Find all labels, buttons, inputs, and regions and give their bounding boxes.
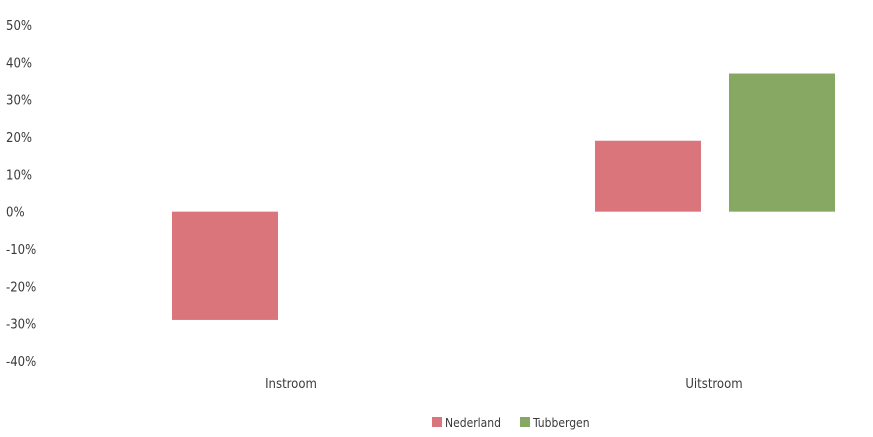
- y-tick-label: -20%: [6, 280, 36, 295]
- y-tick-label: 40%: [6, 56, 32, 71]
- y-tick-label: 50%: [6, 19, 32, 34]
- legend-swatch-tubbergen: [520, 417, 530, 427]
- legend-swatch-nederland: [432, 417, 442, 427]
- bars: [172, 73, 835, 320]
- y-tick-label: 30%: [6, 94, 32, 109]
- y-tick-label: -40%: [6, 355, 36, 370]
- y-axis-ticks: 50% 40% 30% 20% 10% 0% -10% -20% -30% -40%: [6, 19, 36, 370]
- y-tick-label: 10%: [6, 168, 32, 183]
- bar-tubbergen-uitstroom: [729, 73, 835, 212]
- y-tick-label: 0%: [6, 206, 25, 221]
- bar-nederland-uitstroom: [595, 140, 701, 212]
- category-label: Instroom: [265, 377, 317, 392]
- legend-label-nederland: Nederland: [445, 416, 501, 430]
- bar-nederland-instroom: [172, 211, 278, 320]
- category-label: Uitstroom: [685, 377, 742, 392]
- y-tick-label: -10%: [6, 243, 36, 258]
- y-tick-label: 20%: [6, 131, 32, 146]
- y-tick-label: -30%: [6, 318, 36, 333]
- legend-label-tubbergen: Tubbergen: [532, 416, 590, 430]
- category-labels: Instroom Uitstroom: [265, 377, 743, 392]
- legend: Nederland Tubbergen: [432, 416, 590, 430]
